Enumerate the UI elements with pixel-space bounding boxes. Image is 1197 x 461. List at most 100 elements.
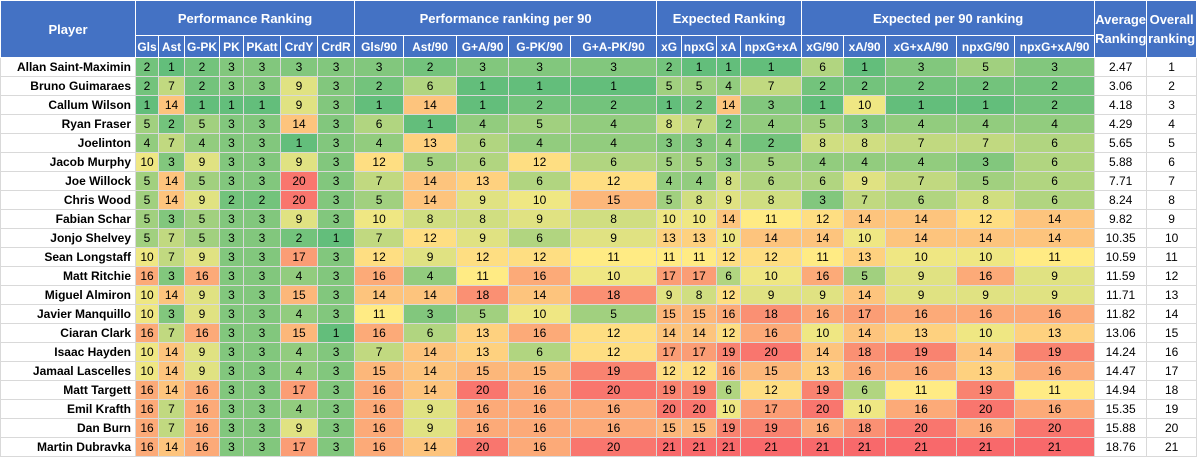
table-row: Jacob Murphy 10 3 9 3 3 9 3 12 5 6 12 6 5 5 3 5 4 4 4 3 6 5.88… xyxy=(0,152,1197,172)
rank-cell: 9 xyxy=(956,285,1016,305)
rank-cell: 3 xyxy=(801,190,845,210)
rank-cell: 15 xyxy=(508,361,572,381)
rank-cell: 6 xyxy=(801,57,845,77)
rank-cell: 18 xyxy=(843,418,887,438)
rank-cell: 3 xyxy=(456,57,510,77)
rank-cell: 4 xyxy=(280,304,318,324)
column-header: PKatt xyxy=(243,35,281,58)
column-header: G+A/90 xyxy=(456,35,510,58)
player-name-cell: Ryan Fraser xyxy=(0,114,136,134)
rank-cell: 16 xyxy=(956,266,1016,286)
rank-cell: 16 xyxy=(508,399,572,419)
rank-cell: 3 xyxy=(219,437,244,457)
rank-cell: 16 xyxy=(570,418,658,438)
rank-cell: 4 xyxy=(956,114,1016,134)
rank-cell: 14 xyxy=(158,95,185,115)
player-name-cell: Callum Wilson xyxy=(0,95,136,115)
rank-cell: 16 xyxy=(508,380,572,400)
rank-cell: 6 xyxy=(1014,152,1096,172)
rank-cell: 16 xyxy=(956,418,1016,438)
rank-cell: 5 xyxy=(681,152,718,172)
player-name-cell: Matt Ritchie xyxy=(0,266,136,286)
rank-cell: 12 xyxy=(508,247,572,267)
rank-cell: 1 xyxy=(316,228,356,248)
rank-cell: 7 xyxy=(158,133,185,153)
rank-cell: 5 xyxy=(135,171,159,191)
overall-ranking-cell: 1 xyxy=(1146,57,1197,77)
rank-cell: 3 xyxy=(158,152,185,172)
rank-cell: 10 xyxy=(681,209,718,229)
rank-cell: 4 xyxy=(885,114,958,134)
rank-cell: 9 xyxy=(280,209,318,229)
rank-cell: 20 xyxy=(740,342,803,362)
rank-cell: 1 xyxy=(219,95,244,115)
table-row: Allan Saint-Maximin 2 1 2 3 3 3 3 3 2 3 3 3 2 1 1 1 6 1 3 5 3… xyxy=(0,57,1197,77)
overall-ranking-cell: 10 xyxy=(1146,228,1197,248)
rank-cell: 10 xyxy=(716,399,742,419)
rank-cell: 16 xyxy=(184,437,220,457)
rank-cell: 9 xyxy=(184,361,220,381)
rank-cell: 6 xyxy=(403,76,458,96)
rank-cell: 12 xyxy=(570,171,658,191)
overall-ranking-cell: 11 xyxy=(1146,247,1197,267)
overall-ranking-cell: 3 xyxy=(1146,95,1197,115)
rank-cell: 1 xyxy=(508,76,572,96)
rank-cell: 3 xyxy=(243,380,281,400)
rank-cell: 16 xyxy=(956,304,1016,324)
rank-cell: 3 xyxy=(316,76,356,96)
rank-cell: 12 xyxy=(354,247,405,267)
table-row: Bruno Guimaraes 2 7 2 3 3 9 3 2 6 1 1 1 5 5 4 7 2 2 2 2 2 3.06… xyxy=(0,76,1197,96)
rank-cell: 3 xyxy=(219,323,244,343)
rank-cell: 14 xyxy=(740,228,803,248)
rank-cell: 12 xyxy=(681,361,718,381)
rank-cell: 21 xyxy=(740,437,803,457)
rank-cell: 13 xyxy=(801,361,845,381)
rank-cell: 3 xyxy=(243,114,281,134)
rank-cell: 3 xyxy=(219,76,244,96)
rank-cell: 3 xyxy=(354,57,405,77)
rank-cell: 14 xyxy=(681,323,718,343)
rank-cell: 1 xyxy=(716,57,742,77)
rank-cell: 9 xyxy=(801,285,845,305)
rank-cell: 5 xyxy=(184,114,220,134)
average-ranking-cell: 4.18 xyxy=(1094,95,1148,115)
rank-cell: 20 xyxy=(885,418,958,438)
rank-cell: 14 xyxy=(354,285,405,305)
rank-cell: 16 xyxy=(740,323,803,343)
rank-cell: 16 xyxy=(354,399,405,419)
rank-cell: 21 xyxy=(716,437,742,457)
rank-cell: 14 xyxy=(656,323,683,343)
rank-cell: 4 xyxy=(184,133,220,153)
rank-cell: 17 xyxy=(843,304,887,324)
rank-cell: 8 xyxy=(716,171,742,191)
rank-cell: 18 xyxy=(843,342,887,362)
rank-cell: 17 xyxy=(656,342,683,362)
table-row: Fabian Schar 5 3 5 3 3 9 3 10 8 8 9 8 10 10 14 11 12 14 14 1… xyxy=(0,209,1197,229)
rank-cell: 1 xyxy=(135,95,159,115)
rank-cell: 16 xyxy=(508,437,572,457)
rank-cell: 3 xyxy=(219,304,244,324)
rank-cell: 17 xyxy=(681,342,718,362)
rank-cell: 4 xyxy=(456,114,510,134)
rank-cell: 11 xyxy=(801,247,845,267)
rank-cell: 6 xyxy=(1014,190,1096,210)
column-header: Ast xyxy=(158,35,185,58)
rank-cell: 20 xyxy=(280,171,318,191)
rank-cell: 14 xyxy=(801,228,845,248)
rank-cell: 16 xyxy=(801,266,845,286)
rank-cell: 10 xyxy=(956,247,1016,267)
rank-cell: 16 xyxy=(570,399,658,419)
rank-cell: 11 xyxy=(885,380,958,400)
player-name-cell: Matt Targett xyxy=(0,380,136,400)
player-name-cell: Allan Saint-Maximin xyxy=(0,57,136,77)
table-row: Joelinton 4 7 4 3 3 1 3 4 13 6 4 4 3 3 4 2 8 8 7 7 6 5.65 5 xyxy=(0,133,1197,153)
average-ranking-cell: 14.47 xyxy=(1094,361,1148,381)
rank-cell: 16 xyxy=(135,380,159,400)
rank-cell: 14 xyxy=(158,380,185,400)
rank-cell: 16 xyxy=(716,304,742,324)
rank-cell: 9 xyxy=(280,95,318,115)
rank-cell: 3 xyxy=(219,285,244,305)
average-ranking-cell: 5.88 xyxy=(1094,152,1148,172)
player-name-cell: Bruno Guimaraes xyxy=(0,76,136,96)
rank-cell: 3 xyxy=(219,209,244,229)
